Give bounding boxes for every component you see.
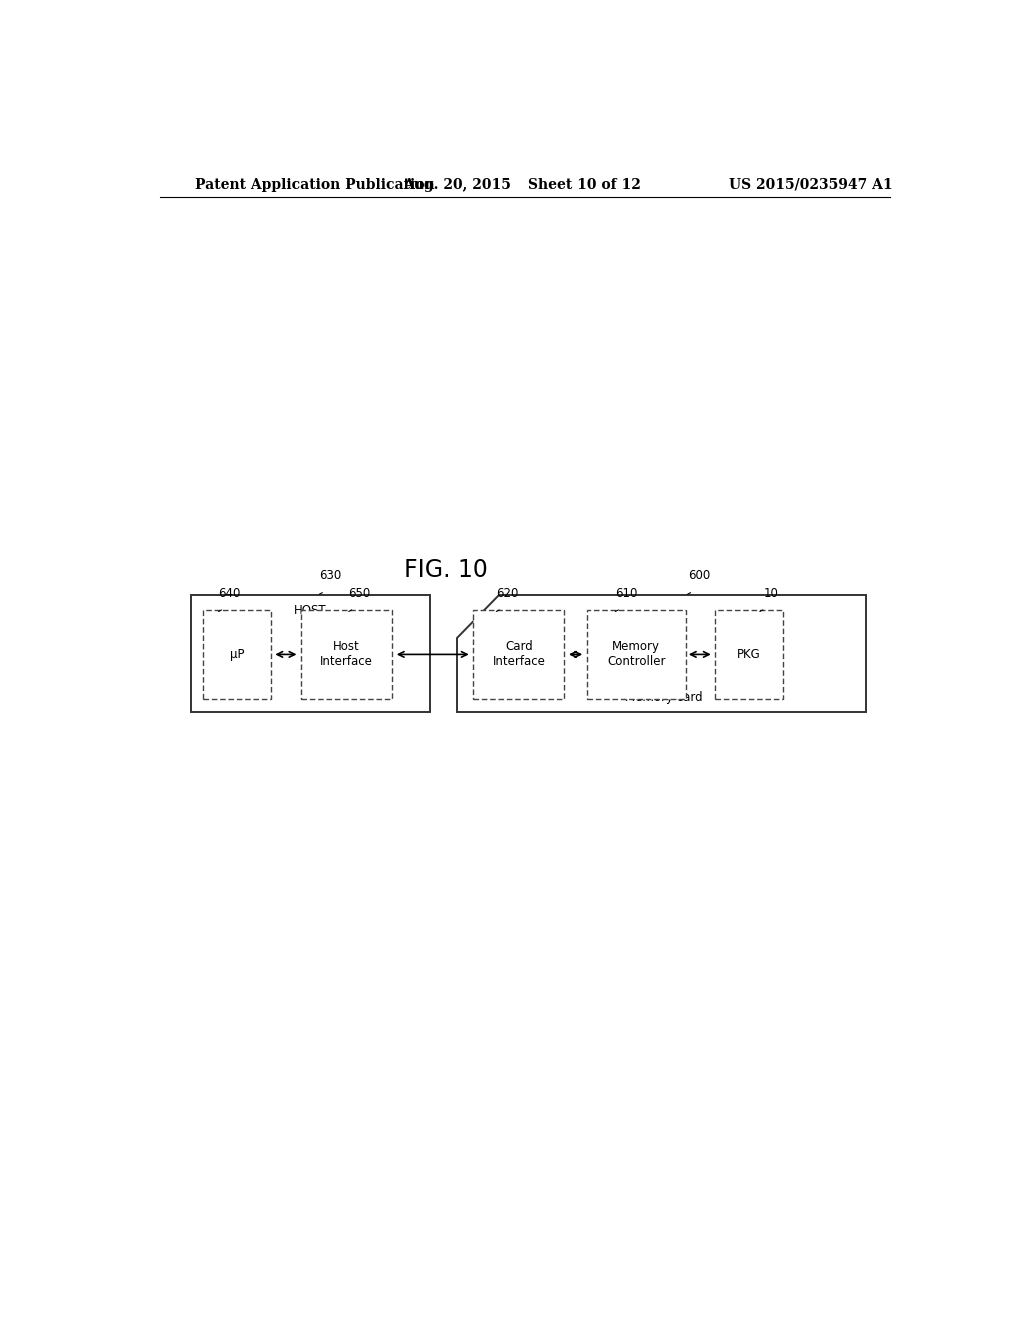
- Text: 600: 600: [688, 569, 711, 582]
- Text: FIG. 10: FIG. 10: [403, 558, 487, 582]
- Text: Memory card: Memory card: [625, 692, 702, 704]
- Bar: [191, 595, 430, 713]
- Text: Card
Interface: Card Interface: [493, 640, 546, 668]
- Bar: [715, 610, 782, 700]
- Polygon shape: [458, 595, 866, 713]
- Text: 620: 620: [497, 586, 518, 599]
- Text: 650: 650: [348, 586, 371, 599]
- Text: 10: 10: [763, 586, 778, 599]
- Bar: [301, 610, 392, 700]
- Text: US 2015/0235947 A1: US 2015/0235947 A1: [729, 178, 892, 191]
- Text: 630: 630: [319, 569, 341, 582]
- Text: Patent Application Publication: Patent Application Publication: [196, 178, 435, 191]
- Text: 640: 640: [218, 586, 241, 599]
- Text: μP: μP: [229, 648, 245, 661]
- Text: Sheet 10 of 12: Sheet 10 of 12: [528, 178, 641, 191]
- Bar: [204, 610, 270, 700]
- Bar: [587, 610, 686, 700]
- Text: Host
Interface: Host Interface: [321, 640, 373, 668]
- Text: PKG: PKG: [737, 648, 761, 661]
- Bar: [473, 610, 564, 700]
- Text: HOST: HOST: [294, 603, 327, 616]
- Text: Memory
Controller: Memory Controller: [607, 640, 666, 668]
- Text: 610: 610: [615, 586, 638, 599]
- Text: Aug. 20, 2015: Aug. 20, 2015: [403, 178, 511, 191]
